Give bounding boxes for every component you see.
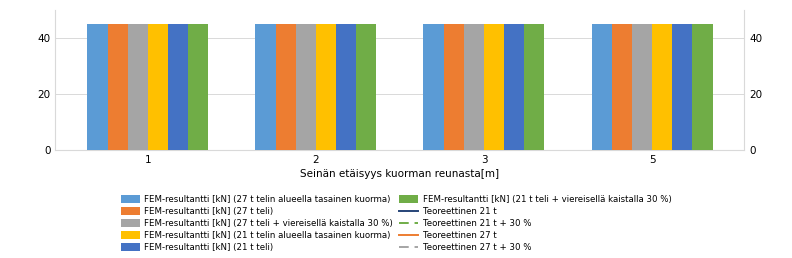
Bar	[692, 24, 713, 150]
Bar	[444, 24, 464, 150]
Bar	[505, 24, 524, 150]
Bar	[524, 24, 544, 150]
Bar	[128, 24, 148, 150]
Bar	[316, 24, 336, 150]
Bar	[336, 24, 356, 150]
Legend: FEM-resultantti [kN] (27 t telin alueella tasainen kuorma), FEM-resultantti [kN]: FEM-resultantti [kN] (27 t telin alueell…	[119, 193, 673, 254]
Bar	[464, 24, 484, 150]
Bar	[424, 24, 444, 150]
X-axis label: Seinän etäisyys kuorman reunasta[m]: Seinän etäisyys kuorman reunasta[m]	[300, 169, 500, 179]
Bar	[295, 24, 316, 150]
Bar	[168, 24, 188, 150]
Bar	[108, 24, 128, 150]
Bar	[87, 24, 108, 150]
Bar	[484, 24, 505, 150]
Bar	[632, 24, 652, 150]
Bar	[611, 24, 632, 150]
Bar	[672, 24, 692, 150]
Bar	[276, 24, 295, 150]
Bar	[356, 24, 376, 150]
Bar	[256, 24, 276, 150]
Bar	[592, 24, 611, 150]
Bar	[188, 24, 208, 150]
Bar	[148, 24, 168, 150]
Bar	[652, 24, 672, 150]
